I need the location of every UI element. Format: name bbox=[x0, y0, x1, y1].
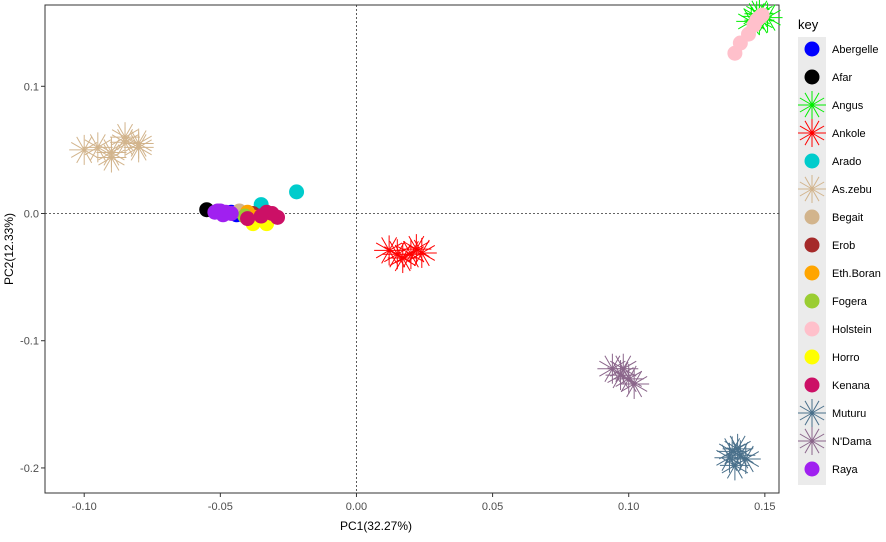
star-stroke bbox=[610, 360, 637, 377]
data-point bbox=[210, 203, 226, 219]
legend-label: Erob bbox=[832, 240, 855, 252]
legend-key bbox=[798, 119, 826, 147]
data-point bbox=[253, 208, 269, 224]
star-stroke bbox=[389, 250, 416, 266]
y-axis: 0.1 0.0 -0.1 -0.2 bbox=[20, 81, 45, 475]
star-stroke bbox=[375, 242, 403, 259]
legend-key bbox=[804, 69, 820, 85]
data-point bbox=[751, 10, 767, 26]
legend-key bbox=[804, 41, 820, 57]
star-stroke bbox=[799, 97, 825, 113]
series-kenana bbox=[240, 204, 286, 227]
legend-key bbox=[804, 153, 820, 169]
x-tick-label: -0.10 bbox=[72, 501, 97, 513]
legend-key bbox=[804, 265, 820, 281]
star-stroke bbox=[111, 129, 139, 146]
data-point bbox=[605, 360, 636, 391]
data-point bbox=[240, 211, 256, 227]
x-tick-label: 0.10 bbox=[618, 501, 639, 513]
legend-key bbox=[804, 321, 820, 337]
x-tick-label: 0.05 bbox=[482, 501, 503, 513]
legend-key bbox=[798, 91, 826, 119]
legend-label: Muturu bbox=[832, 408, 866, 420]
legend-label: Holstein bbox=[832, 324, 872, 336]
y-tick-label: -0.1 bbox=[20, 336, 39, 348]
series-as-zebu bbox=[69, 122, 154, 173]
legend-label: Kenana bbox=[832, 380, 871, 392]
legend: key Abergelle Afar Angus Ankole Arado As.zebu… bbox=[798, 17, 881, 485]
legend-key bbox=[804, 293, 820, 309]
x-tick-label: -0.05 bbox=[208, 501, 233, 513]
legend-label: Eth.Boran bbox=[832, 268, 881, 280]
series-muturu bbox=[714, 433, 761, 481]
star-stroke bbox=[620, 376, 648, 392]
legend-key bbox=[804, 209, 820, 225]
star-stroke bbox=[799, 405, 825, 421]
series-ankole bbox=[374, 234, 437, 274]
star-stroke bbox=[125, 135, 152, 152]
star-stroke bbox=[98, 149, 125, 166]
legend-key bbox=[804, 461, 820, 477]
legend-title: key bbox=[798, 17, 819, 32]
legend-label: Ankole bbox=[832, 128, 866, 140]
x-axis-label: PC1(32.27%) bbox=[340, 519, 412, 533]
legend-label: Arado bbox=[832, 156, 861, 168]
legend-label: Fogera bbox=[832, 296, 868, 308]
legend-label: Angus bbox=[832, 100, 864, 112]
legend-key bbox=[798, 427, 826, 455]
y-tick-label: -0.2 bbox=[20, 463, 39, 475]
x-axis: -0.10 -0.05 0.00 0.05 0.10 0.15 bbox=[72, 493, 776, 513]
star-stroke bbox=[724, 440, 751, 457]
data-point bbox=[374, 235, 405, 266]
legend-label: Horro bbox=[832, 352, 860, 364]
data-point bbox=[123, 128, 154, 159]
legend-key bbox=[798, 399, 826, 427]
star-stroke bbox=[799, 433, 825, 449]
data-point bbox=[608, 353, 639, 384]
star-stroke bbox=[799, 125, 825, 141]
data-point bbox=[619, 368, 650, 399]
legend-label: N'Dama bbox=[832, 436, 872, 448]
legend-key bbox=[804, 237, 820, 253]
x-tick-label: 0.15 bbox=[754, 501, 775, 513]
y-tick-label: 0.0 bbox=[24, 209, 39, 221]
y-tick-label: 0.1 bbox=[24, 81, 39, 93]
star-stroke bbox=[607, 367, 634, 384]
legend-label: As.zebu bbox=[832, 184, 872, 196]
legend-label: Afar bbox=[832, 72, 853, 84]
data-point bbox=[289, 184, 305, 200]
data-points bbox=[69, 0, 783, 481]
reference-lines bbox=[45, 5, 779, 493]
series-n-dama bbox=[597, 353, 650, 399]
legend-key bbox=[804, 349, 820, 365]
legend-key bbox=[804, 377, 820, 393]
star-stroke bbox=[84, 139, 112, 156]
data-point bbox=[401, 234, 432, 265]
series-holstein bbox=[727, 7, 770, 61]
legend-label: Raya bbox=[832, 464, 859, 476]
x-tick-label: 0.00 bbox=[346, 501, 367, 513]
y-axis-label: PC2(12.33%) bbox=[2, 213, 16, 285]
legend-key bbox=[798, 175, 826, 203]
star-stroke bbox=[732, 451, 760, 467]
data-point bbox=[96, 142, 127, 173]
star-stroke bbox=[403, 241, 430, 258]
star-stroke bbox=[799, 181, 825, 197]
series-raya bbox=[207, 203, 239, 223]
legend-label: Abergelle bbox=[832, 44, 878, 56]
data-point bbox=[722, 433, 753, 464]
data-point bbox=[69, 134, 100, 165]
legend-label: Begait bbox=[832, 212, 863, 224]
legend-items: Abergelle Afar Angus Ankole Arado As.zebu Bega… bbox=[798, 41, 881, 477]
